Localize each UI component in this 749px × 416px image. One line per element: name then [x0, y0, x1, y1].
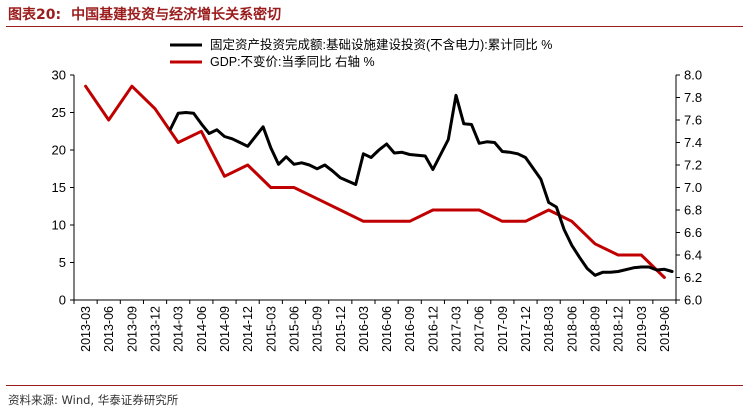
x-axis-tick-label: 2015-03 — [264, 306, 278, 352]
x-axis-tick-label: 2013-03 — [79, 306, 93, 352]
series-line-infrastructure — [169, 93, 674, 277]
x-axis-tick-label: 2018-09 — [588, 306, 602, 352]
plot-area — [84, 84, 674, 279]
x-axis-tick-label: 2016-06 — [380, 306, 394, 352]
legend-label-gdp: GDP:不变价:当季同比 右轴 % — [210, 54, 375, 69]
x-axis-tick-label: 2015-09 — [311, 306, 325, 352]
right-axis-tick-label: 6.2 — [684, 270, 702, 285]
x-axis-tick-label: 2014-09 — [218, 306, 232, 352]
source-divider — [6, 385, 743, 386]
right-axis-tick-label: 7.2 — [684, 158, 702, 173]
right-axis-tick-label: 6.4 — [684, 248, 702, 263]
right-axis-tick-label: 7.8 — [684, 90, 702, 105]
x-axis-tick-label: 2014-03 — [172, 306, 186, 352]
x-axis-tick-label: 2015-12 — [334, 306, 348, 352]
source-note: 资料来源: Wind, 华泰证券研究所 — [8, 393, 179, 407]
left-axis-tick-label: 0 — [59, 293, 66, 308]
figure-title-text: 中国基建投资与经济增长关系密切 — [71, 7, 282, 23]
x-axis-tick-label: 2018-03 — [542, 306, 556, 352]
x-axis-tick-label: 2018-06 — [565, 306, 579, 352]
x-axis-tick-label: 2013-06 — [102, 306, 116, 352]
left-axis-tick-label: 5 — [59, 255, 66, 270]
x-axis-tick-label: 2019-06 — [658, 306, 672, 352]
figure-number: 图表20: — [8, 7, 62, 23]
x-axis-tick-label: 2017-09 — [496, 306, 510, 352]
chart-axes: 0 5 10 15 20 25 30 6.0 6.2 6.4 6.6 6.8 7.0 7.2 7.4 7.6 7… — [52, 68, 703, 352]
right-axis-tick-label: 6.6 — [684, 225, 702, 240]
right-axis-tick-label: 7.0 — [684, 180, 702, 195]
x-axis-tick-label: 2016-09 — [403, 306, 417, 352]
left-axis-tick-label: 10 — [52, 218, 66, 233]
x-axis-tick-label: 2015-06 — [287, 306, 301, 352]
series-line-gdp — [84, 84, 666, 279]
x-axis-tick-label: 2013-09 — [125, 306, 139, 352]
x-axis-tick-label: 2017-12 — [519, 306, 533, 352]
right-axis-tick-label: 6.8 — [684, 203, 702, 218]
x-axis-tick-label: 2017-03 — [450, 306, 464, 352]
x-axis-tick-label: 2014-12 — [241, 306, 255, 352]
x-axis-tick-label: 2016-12 — [426, 306, 440, 352]
dual-axis-line-chart: 固定资产投资完成额:基础设施建设投资(不含电力):累计同比 % GDP:不变价:… — [52, 37, 703, 352]
figure-title: 图表20: 中国基建投资与经济增长关系密切 — [8, 4, 281, 24]
left-axis-tick-label: 30 — [52, 68, 66, 83]
x-axis-tick-label: 2017-06 — [473, 306, 487, 352]
left-axis-tick-label: 25 — [52, 105, 66, 120]
legend-label-infrastructure: 固定资产投资完成额:基础设施建设投资(不含电力):累计同比 % — [210, 37, 552, 52]
title-divider — [6, 26, 743, 27]
x-axis-tick-label: 2018-12 — [612, 306, 626, 352]
left-axis-tick-label: 15 — [52, 180, 66, 195]
x-axis-tick-label: 2013-12 — [149, 306, 163, 352]
right-axis-tick-label: 8.0 — [684, 68, 702, 83]
right-axis-tick-label: 6.0 — [684, 293, 702, 308]
x-axis-tick-label: 2019-03 — [635, 306, 649, 352]
x-axis-tick-label: 2014-06 — [195, 306, 209, 352]
x-axis-tick-label: 2016-03 — [357, 306, 371, 352]
right-axis-tick-label: 7.6 — [684, 113, 702, 128]
chart-legend: 固定资产投资完成额:基础设施建设投资(不含电力):累计同比 % GDP:不变价:… — [170, 37, 552, 69]
left-axis-tick-label: 20 — [52, 143, 66, 158]
right-axis-tick-label: 7.4 — [684, 135, 702, 150]
